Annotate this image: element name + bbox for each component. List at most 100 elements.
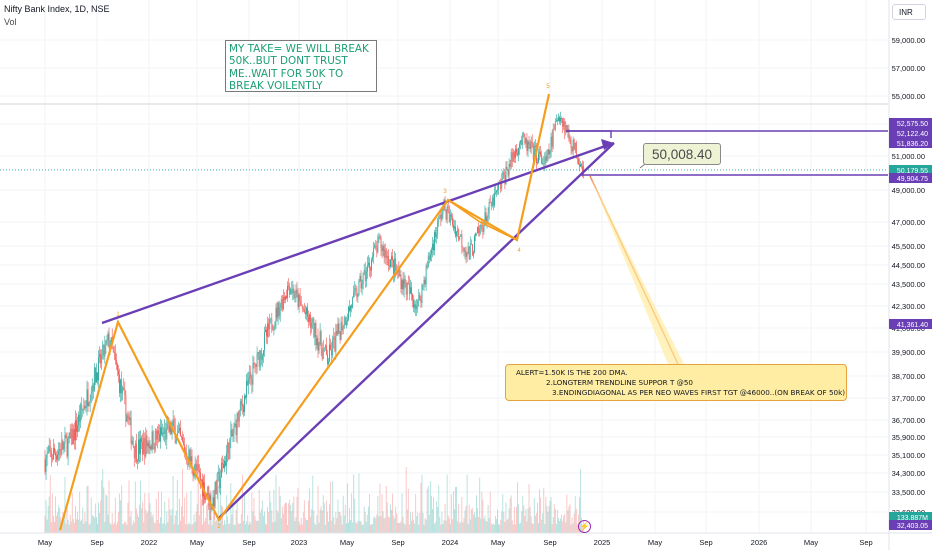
volume-bar [529, 506, 531, 533]
volume-bar [187, 524, 189, 533]
volume-bar [339, 511, 341, 533]
candle-body [404, 278, 406, 284]
price-badge-label: 51,836.20 [897, 141, 928, 148]
volume-bar [554, 508, 556, 533]
volume-bar [392, 493, 393, 533]
volume-bar [169, 509, 171, 533]
candle-body [494, 193, 495, 206]
candle-body [469, 243, 471, 260]
volume-bar [551, 524, 553, 533]
volume-bar [330, 481, 332, 533]
candle-body [318, 343, 320, 351]
volume-bar [447, 515, 449, 533]
candle-body [140, 438, 141, 454]
candle-body [309, 314, 310, 322]
volume-bar [302, 512, 304, 533]
candle-body [477, 227, 478, 234]
x-tick-label: 2024 [442, 538, 459, 547]
volume-bar [240, 514, 242, 533]
candle-body [195, 463, 197, 471]
volume-bar [204, 521, 206, 533]
candle-body [350, 305, 351, 311]
candle-body [495, 192, 496, 194]
volume-bar [309, 488, 311, 533]
volume-bar [173, 524, 175, 533]
candle-body [436, 234, 438, 237]
candle-body [419, 294, 421, 301]
candle-body [139, 439, 140, 454]
volume-bar [495, 515, 496, 533]
x-tick-label: May [491, 538, 505, 547]
volume-bar [166, 511, 168, 533]
candle-body [292, 288, 294, 294]
candle-body [317, 338, 319, 351]
volume-bar [394, 518, 396, 533]
candle-body [568, 128, 570, 140]
my-take-note[interactable]: MY TAKE= WE WILL BREAK 50K..BUT DONT TRU… [225, 40, 377, 92]
time-axis[interactable]: May Sep 2022 May Sep 2023 May Sep 2024 May Sep 2025… [0, 532, 932, 547]
candle-body [48, 446, 50, 453]
volume-bar [184, 497, 186, 533]
candle-body [71, 428, 73, 445]
volume-bar [168, 498, 170, 533]
volume-bar [338, 512, 340, 533]
volume-bar [486, 521, 488, 533]
volume-bar [483, 518, 485, 533]
volume-bar [229, 523, 231, 533]
candle-body [561, 118, 562, 119]
x-tick-label: 2023 [291, 538, 308, 547]
volume-bar [335, 512, 337, 533]
volume-bar [435, 522, 437, 533]
candle-body [282, 296, 284, 310]
volume-bar [580, 469, 581, 533]
candle-body [480, 225, 482, 230]
volume-bar [377, 496, 379, 533]
volume-bar [126, 524, 128, 533]
volume-bar [138, 516, 139, 533]
volume-bar [328, 521, 329, 533]
symbol-title[interactable]: Nifty Bank Index, 1D, NSE [4, 4, 110, 14]
volume-bar [465, 506, 467, 533]
volume-bar [544, 524, 546, 533]
candle-body [135, 443, 137, 462]
volume-bar [96, 517, 97, 533]
volume-bar [58, 505, 60, 533]
lightning-icon[interactable]: ⚡ [578, 520, 591, 533]
candle-body [67, 438, 69, 457]
price-callout[interactable]: 50,008.40 [643, 143, 721, 165]
candle-body [438, 217, 440, 222]
candle-body [287, 285, 288, 299]
volume-bar [211, 524, 213, 533]
candle-body [520, 140, 522, 144]
candle-body [56, 455, 57, 460]
volume-bar [562, 521, 564, 533]
target-callout-tail [590, 176, 684, 364]
volume-bar [573, 513, 575, 533]
candle-body [440, 214, 442, 220]
price-axis[interactable]: 59,000.0057,000.0055,000.0053,000.0051,0… [888, 0, 932, 550]
candle-body [142, 441, 144, 455]
volume-bar [564, 513, 566, 533]
candle-body [247, 380, 249, 385]
candle-body [54, 447, 55, 453]
volume-bar [71, 492, 73, 533]
candle-body [402, 280, 404, 290]
candle-body [579, 164, 580, 167]
candle-body [458, 229, 460, 240]
price-badge [889, 165, 932, 175]
candle-body [275, 307, 277, 322]
volume-bar [559, 521, 560, 533]
candle-body [435, 231, 436, 237]
alert-note[interactable]: ALERT=1.50K IS THE 200 DMA. 2.LONGTERM T… [505, 364, 847, 401]
volume-bar [441, 511, 443, 533]
volume-bar [44, 515, 46, 533]
currency-badge[interactable]: INR [892, 4, 926, 20]
candle-body [285, 296, 286, 300]
volume-bar [370, 524, 371, 533]
candle-body [505, 166, 507, 184]
volume-bar [181, 506, 182, 533]
volume-bar [127, 502, 129, 533]
volume-bar [459, 523, 461, 533]
candle-body [180, 427, 181, 437]
